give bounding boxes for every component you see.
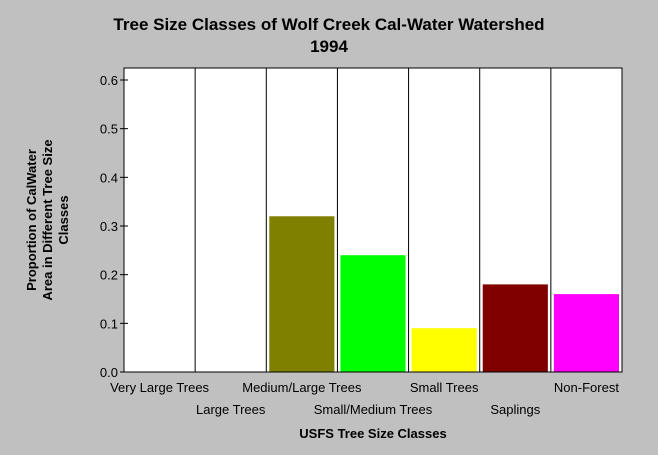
y-tick-label: 0.0 [100, 365, 118, 380]
y-tick-label: 0.2 [100, 268, 118, 283]
x-tick-label: Very Large Trees [110, 380, 209, 395]
x-tick-label: Medium/Large Trees [242, 380, 362, 395]
x-axis-title: USFS Tree Size Classes [299, 426, 446, 441]
x-tick-label: Small/Medium Trees [314, 402, 433, 417]
bar [553, 294, 619, 372]
chart-subtitle: 1994 [310, 37, 348, 56]
plot-border [123, 67, 623, 373]
y-tick-label: 0.6 [100, 73, 118, 88]
bar [340, 255, 406, 372]
y-axis-title: Proportion of CalWaterArea in Different … [24, 139, 71, 300]
bar [411, 328, 477, 372]
bar [269, 216, 335, 372]
y-axis-title-line: Proportion of CalWater [24, 149, 39, 291]
y-tick-label: 0.5 [100, 122, 118, 137]
x-tick-label: Saplings [490, 402, 540, 417]
y-axis-title-line: Classes [56, 195, 71, 244]
y-tick-label: 0.1 [100, 316, 118, 331]
bar [482, 284, 548, 372]
x-tick-label: Small Trees [410, 380, 479, 395]
chart-title: Tree Size Classes of Wolf Creek Cal-Wate… [113, 15, 545, 34]
x-tick-label: Non-Forest [554, 380, 619, 395]
y-tick-label: 0.3 [100, 219, 118, 234]
y-axis-title-line: Area in Different Tree Size [40, 139, 55, 300]
x-tick-label: Large Trees [196, 402, 266, 417]
y-tick-label: 0.4 [100, 170, 118, 185]
